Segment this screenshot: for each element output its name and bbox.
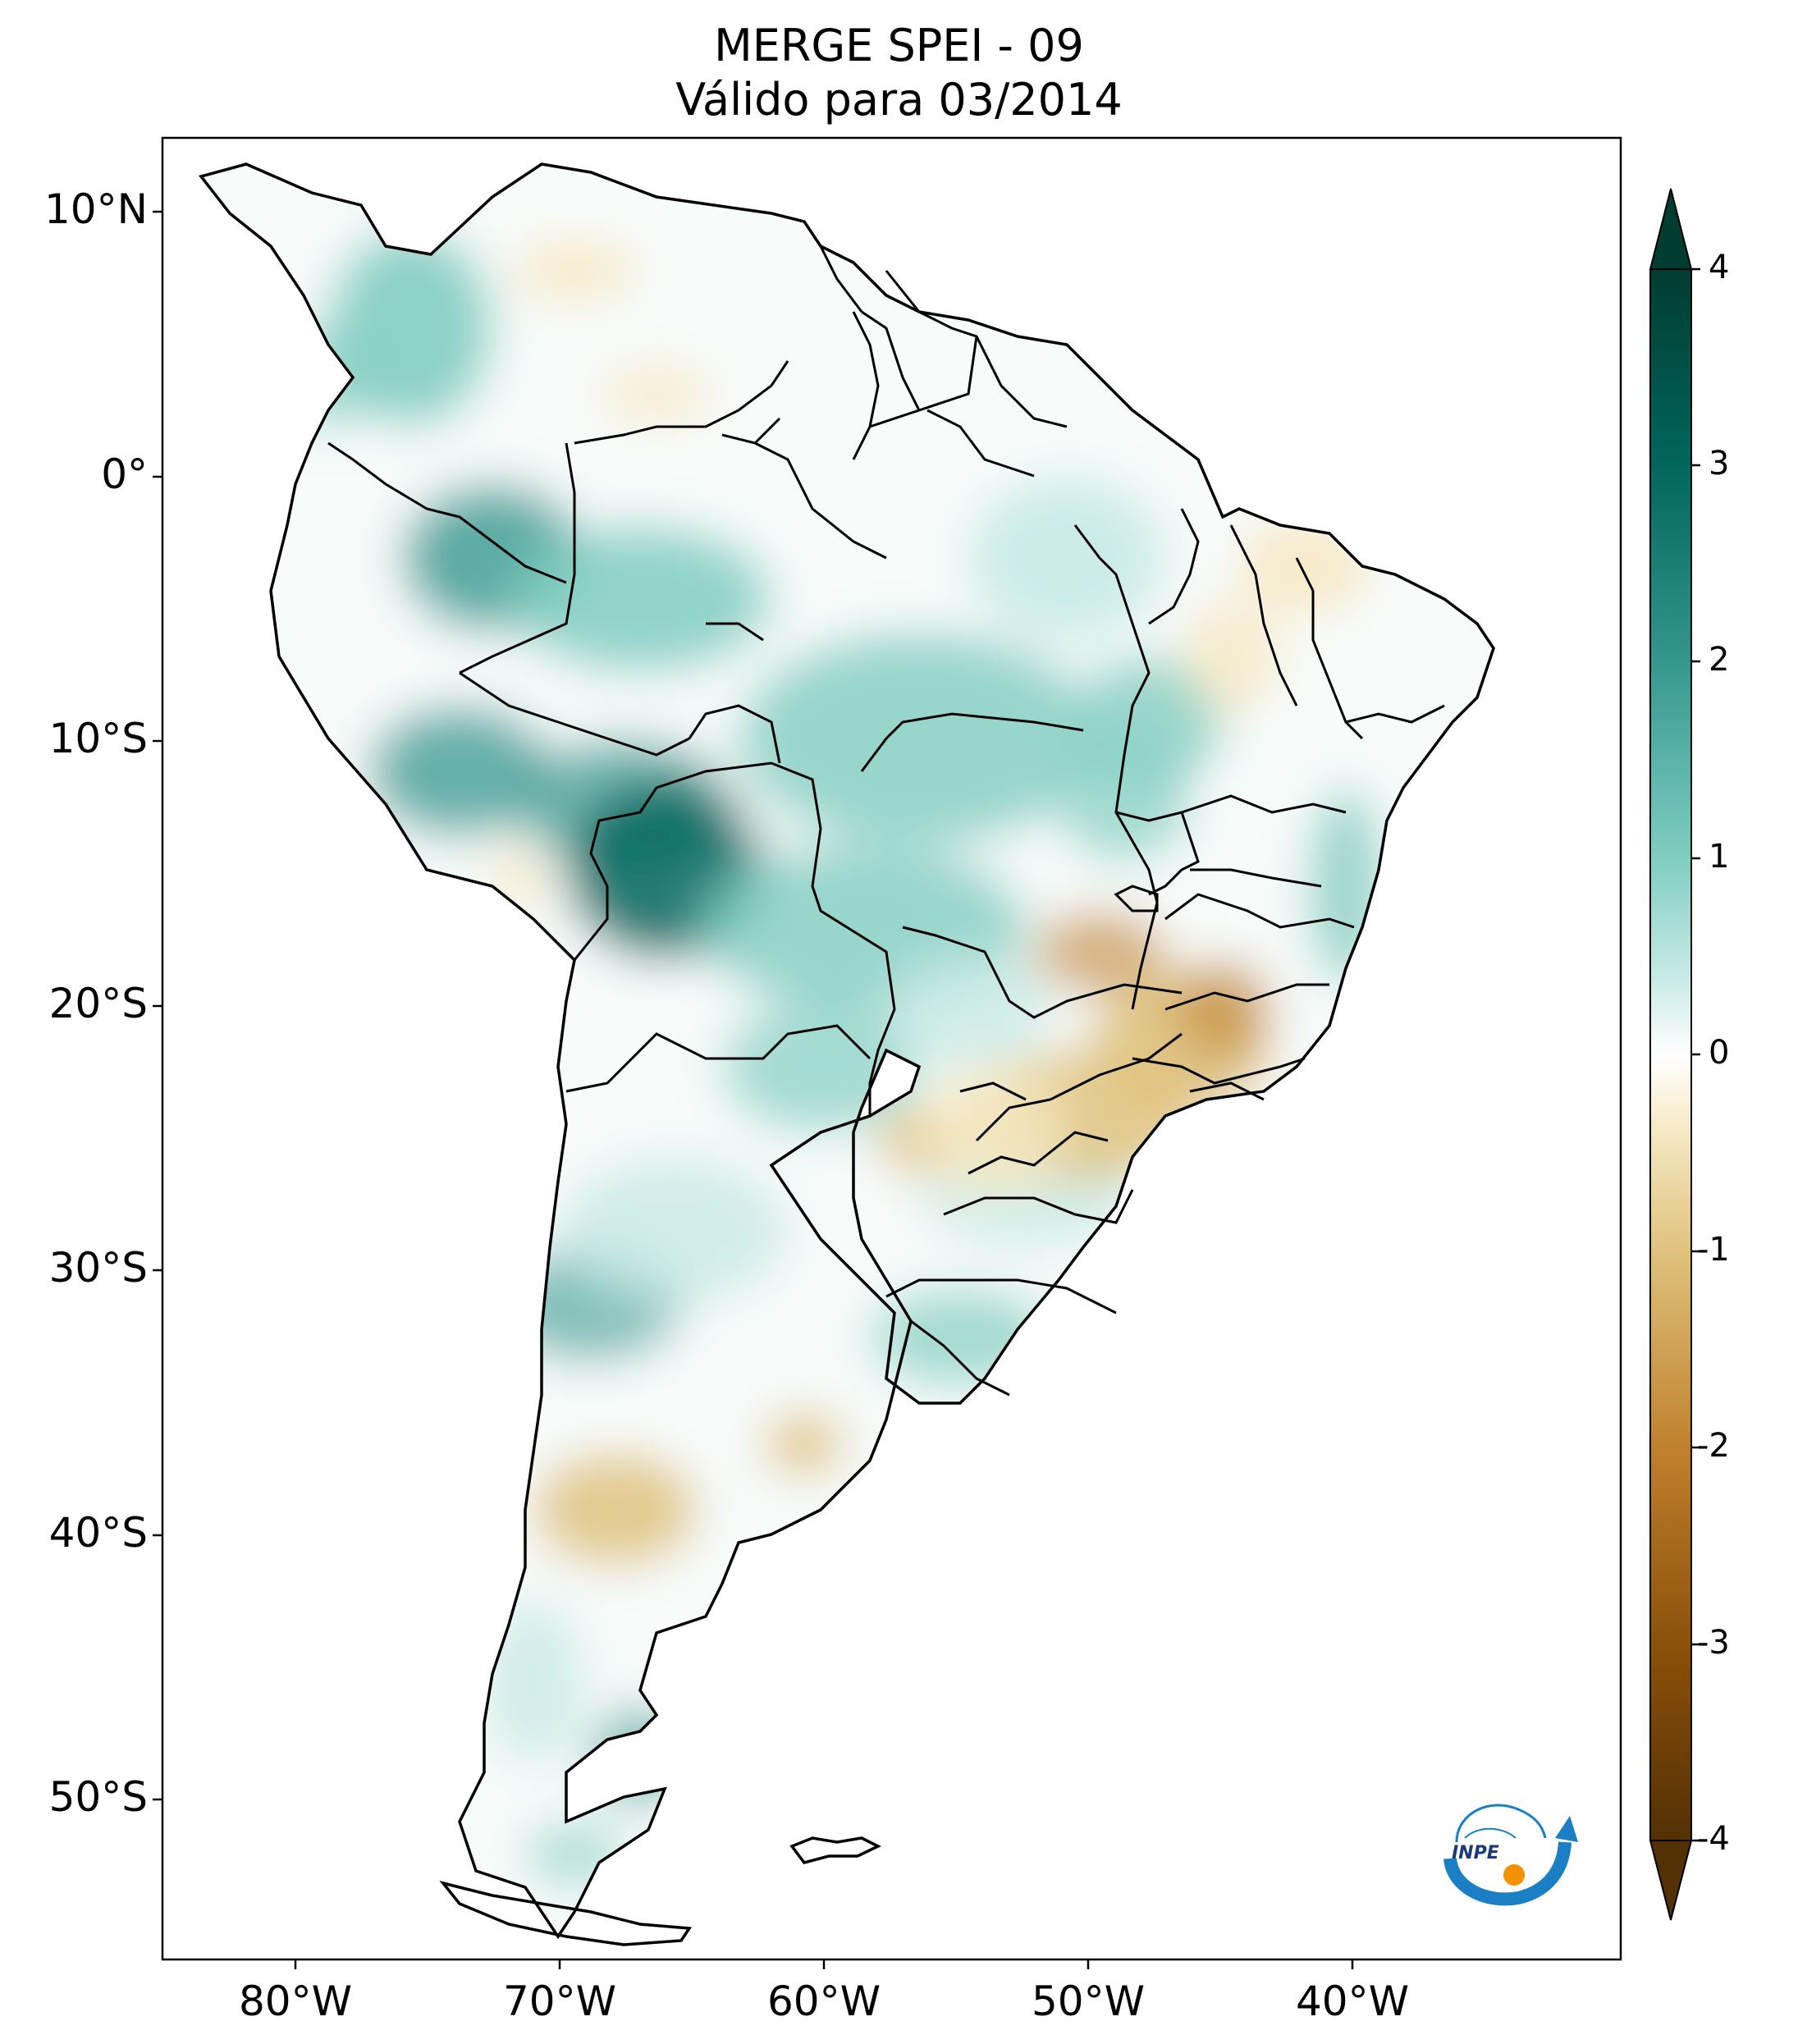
lat-label-20s: 20°S	[48, 980, 148, 1027]
tierra-del-fuego	[439, 1881, 693, 1946]
lat-label-40s: 40°S	[48, 1509, 148, 1557]
colorbar-label-2: 2	[1709, 641, 1730, 679]
lon-label-50w: 50°W	[1031, 1978, 1146, 2025]
lat-ticks	[153, 210, 162, 1801]
lat-label-10n: 10°N	[43, 185, 148, 233]
lon-label-70w: 70°W	[502, 1978, 617, 2025]
lon-label-60w: 60°W	[766, 1978, 881, 2025]
lon-ticks	[294, 1959, 1354, 1969]
colorbar-ticks	[1691, 268, 1700, 1842]
colorbar-label-1: 1	[1709, 838, 1730, 876]
map-border	[161, 136, 1622, 1961]
colorbar-label-neg1: -1	[1697, 1231, 1730, 1269]
lat-label-0: 0°	[101, 450, 148, 498]
colorbar-label-0: 0	[1709, 1034, 1730, 1072]
map-title: MERGE SPEI - 09	[714, 20, 1084, 71]
lon-label-40w: 40°W	[1295, 1978, 1410, 2025]
colorbar-label-3: 3	[1709, 445, 1730, 482]
lat-label-10s: 10°S	[48, 715, 148, 762]
colorbar-upper-extend	[1649, 188, 1693, 270]
political-borders	[327, 245, 1445, 1397]
map-subtitle: Válido para 03/2014	[675, 74, 1123, 126]
lat-label-30s: 30°S	[48, 1244, 148, 1292]
colorbar-label-neg3: -3	[1697, 1624, 1730, 1662]
inpe-logo-icon: INPE	[1443, 1804, 1578, 1906]
falkland-islands	[789, 1836, 881, 1864]
colorbar-lower-extend	[1649, 1840, 1693, 1921]
colorbar-label-neg2: -2	[1697, 1427, 1730, 1465]
colorbar-label-4: 4	[1709, 249, 1730, 286]
colorbar-body	[1649, 268, 1692, 1841]
colorbar	[1649, 188, 1700, 1921]
lat-label-50s: 50°S	[48, 1773, 148, 1821]
inpe-logo-text: INPE	[1452, 1843, 1499, 1863]
lon-label-80w: 80°W	[238, 1978, 353, 2025]
colorbar-label-neg4: -4	[1697, 1820, 1730, 1858]
